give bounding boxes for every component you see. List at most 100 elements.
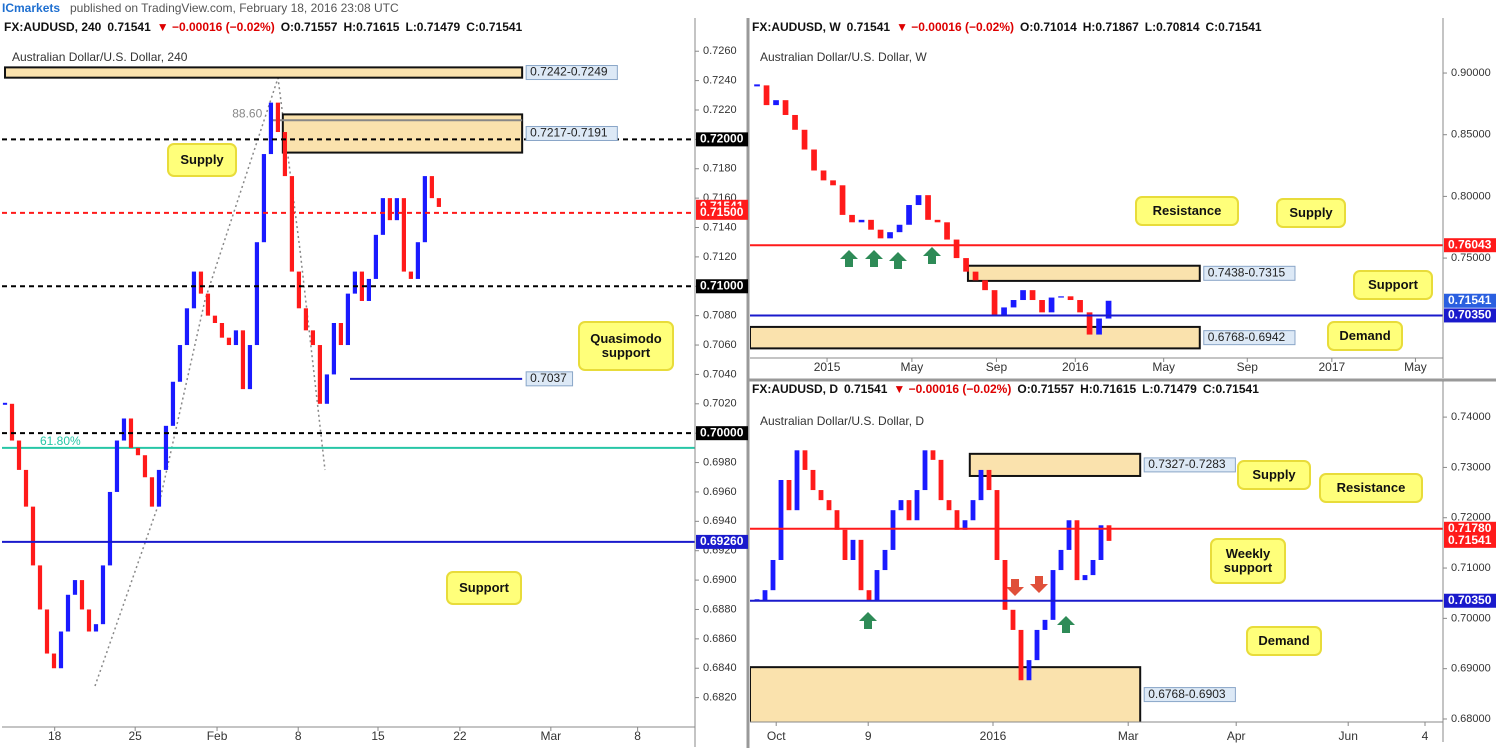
y-tick-label: 0.6980 bbox=[703, 456, 737, 468]
x-tick-label: 2016 bbox=[1062, 360, 1089, 374]
level-label: 0.71780 bbox=[1448, 521, 1492, 535]
y-tick-label: 0.6900 bbox=[703, 574, 737, 586]
info-price: 0.71541 bbox=[107, 20, 151, 34]
candle bbox=[422, 176, 427, 243]
candle bbox=[135, 447, 141, 456]
level-label: 0.70350 bbox=[1448, 593, 1492, 607]
level-label-box bbox=[1444, 308, 1496, 323]
candle bbox=[100, 565, 106, 625]
level-label-box bbox=[696, 132, 748, 147]
candle bbox=[934, 219, 941, 223]
y-tick-label: 0.85000 bbox=[1451, 129, 1491, 141]
y-tick-label: 0.6960 bbox=[703, 486, 737, 498]
candle bbox=[72, 580, 78, 595]
candle bbox=[1106, 525, 1112, 541]
candle bbox=[810, 469, 816, 491]
candle bbox=[763, 85, 770, 106]
y-tick-label: 0.74000 bbox=[1451, 411, 1491, 423]
candle bbox=[898, 500, 904, 511]
level-label-box bbox=[1444, 593, 1496, 608]
x-tick-label: Feb bbox=[207, 729, 228, 743]
candle bbox=[268, 102, 274, 155]
candle bbox=[86, 609, 92, 632]
plot-area bbox=[2, 66, 695, 669]
candle bbox=[991, 290, 998, 315]
arrow-group bbox=[840, 247, 1075, 633]
level-label: 0.69260 bbox=[700, 534, 744, 548]
x-tick-label: 18 bbox=[48, 729, 62, 743]
candle bbox=[930, 450, 936, 460]
candle bbox=[963, 258, 969, 272]
candle bbox=[44, 609, 50, 654]
zone-label-box bbox=[1203, 265, 1296, 281]
y-tick-label: 0.90000 bbox=[1451, 67, 1491, 79]
candle bbox=[868, 219, 874, 230]
candle bbox=[1042, 619, 1048, 630]
candle bbox=[373, 234, 378, 279]
x-tick-label: 4 bbox=[1422, 729, 1429, 743]
level-label-box bbox=[1444, 293, 1496, 308]
y-tick-label: 0.7240 bbox=[703, 75, 737, 87]
candle bbox=[1010, 300, 1017, 308]
x-tick-label: 2016 bbox=[980, 729, 1007, 743]
zone-label-box bbox=[525, 125, 618, 141]
candle bbox=[1086, 312, 1093, 335]
info-high: H:0.71615 bbox=[1080, 382, 1136, 396]
candle bbox=[1096, 318, 1102, 335]
candle bbox=[811, 149, 817, 171]
zone-label: 0.6768-0.6903 bbox=[1148, 687, 1226, 701]
candle bbox=[925, 195, 931, 220]
up-arrow bbox=[889, 252, 907, 269]
candle bbox=[1034, 629, 1040, 661]
zone-label: 0.7438-0.7315 bbox=[1208, 265, 1286, 279]
x-tick-label: May bbox=[1404, 360, 1427, 374]
candle bbox=[782, 100, 789, 115]
y-tick-label: 0.71000 bbox=[1451, 562, 1491, 574]
info-symbol: FX:AUDUSD, W bbox=[752, 20, 841, 34]
candle bbox=[177, 345, 183, 382]
level-label-box bbox=[696, 534, 748, 549]
y-tick-label: 0.70000 bbox=[1451, 612, 1491, 624]
candle bbox=[882, 549, 888, 571]
candle bbox=[839, 185, 846, 215]
candle bbox=[906, 205, 912, 225]
candle bbox=[51, 653, 57, 669]
candle bbox=[849, 214, 855, 223]
x-tick-label: Oct bbox=[767, 729, 786, 743]
candle bbox=[906, 500, 912, 521]
info-open: O:0.71557 bbox=[1017, 382, 1074, 396]
logo: ICmarkets bbox=[2, 1, 60, 15]
candle bbox=[352, 271, 358, 294]
candle bbox=[359, 271, 365, 301]
level-label: 0.71541 bbox=[1448, 533, 1492, 547]
zone bbox=[966, 264, 1201, 282]
candle bbox=[786, 479, 792, 511]
callout: Weekly support bbox=[1210, 538, 1286, 584]
published: published on TradingView.com, February 1… bbox=[70, 1, 399, 15]
level-label: 0.71500 bbox=[700, 205, 744, 219]
zone bbox=[750, 325, 1201, 350]
x-tick-label: 2017 bbox=[1318, 360, 1345, 374]
candle bbox=[121, 418, 127, 441]
info-low: L:0.71479 bbox=[1142, 382, 1197, 396]
x-tick-label: Mar bbox=[541, 729, 562, 743]
candle bbox=[986, 469, 992, 491]
callout: Support bbox=[1353, 270, 1433, 300]
candle bbox=[93, 624, 99, 632]
candle bbox=[978, 469, 984, 501]
pattern-leg bbox=[94, 77, 326, 687]
candle bbox=[818, 490, 824, 501]
callout: Demand bbox=[1327, 321, 1403, 351]
candle bbox=[324, 374, 330, 404]
candle bbox=[1001, 307, 1007, 315]
candle bbox=[240, 330, 246, 390]
x-tick-label: 22 bbox=[453, 729, 467, 743]
x-tick-label: Jun bbox=[1339, 729, 1358, 743]
candle bbox=[233, 330, 239, 346]
info-high: H:0.71867 bbox=[1083, 20, 1139, 34]
candle bbox=[896, 224, 903, 233]
level-label: 0.72000 bbox=[700, 132, 744, 146]
candle bbox=[37, 565, 43, 610]
